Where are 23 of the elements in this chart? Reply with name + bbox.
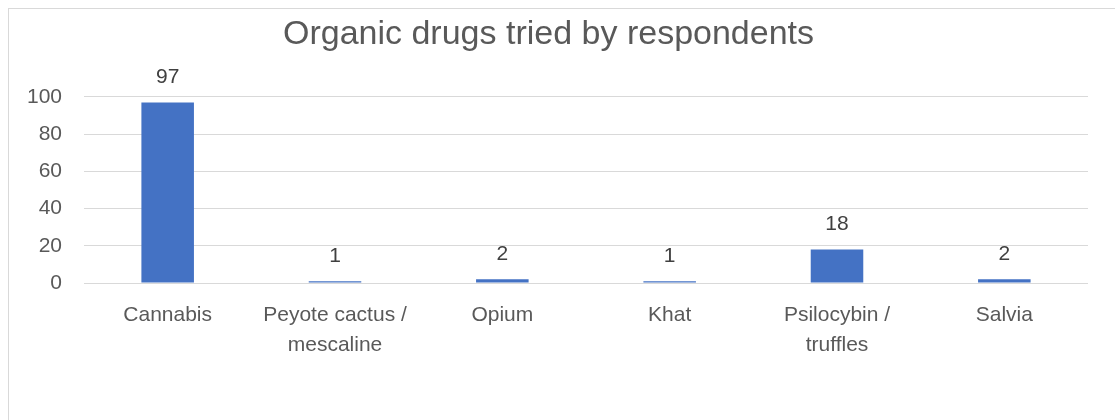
data-label: 1 — [329, 242, 341, 266]
data-label: 2 — [998, 241, 1011, 265]
x-tick-label: Cannabis — [123, 301, 213, 325]
bar — [141, 102, 194, 283]
y-tick-label: 40 — [38, 195, 62, 219]
chart-title: Organic drugs tried by respondents — [282, 12, 815, 51]
data-label: 18 — [825, 211, 849, 235]
data-label: 2 — [496, 241, 509, 265]
y-tick-label: 80 — [38, 120, 62, 144]
y-tick-label: 20 — [38, 232, 62, 256]
x-tick-label: Peyote cactus / mescaline — [263, 301, 407, 355]
x-tick-label: Khat — [648, 301, 692, 325]
x-tick-label: Psilocybin / truffles — [783, 301, 891, 355]
x-tick-label: Salvia — [975, 301, 1034, 325]
y-tick-label: 100 — [26, 83, 62, 107]
x-tick-label: Opium — [471, 301, 534, 325]
data-label: 1 — [663, 242, 676, 266]
bar — [810, 249, 864, 283]
y-tick-label: 60 — [38, 158, 62, 182]
bar — [476, 279, 529, 283]
data-label: 97 — [155, 64, 180, 88]
bar — [978, 279, 1031, 283]
y-tick-label: 0 — [50, 269, 62, 293]
